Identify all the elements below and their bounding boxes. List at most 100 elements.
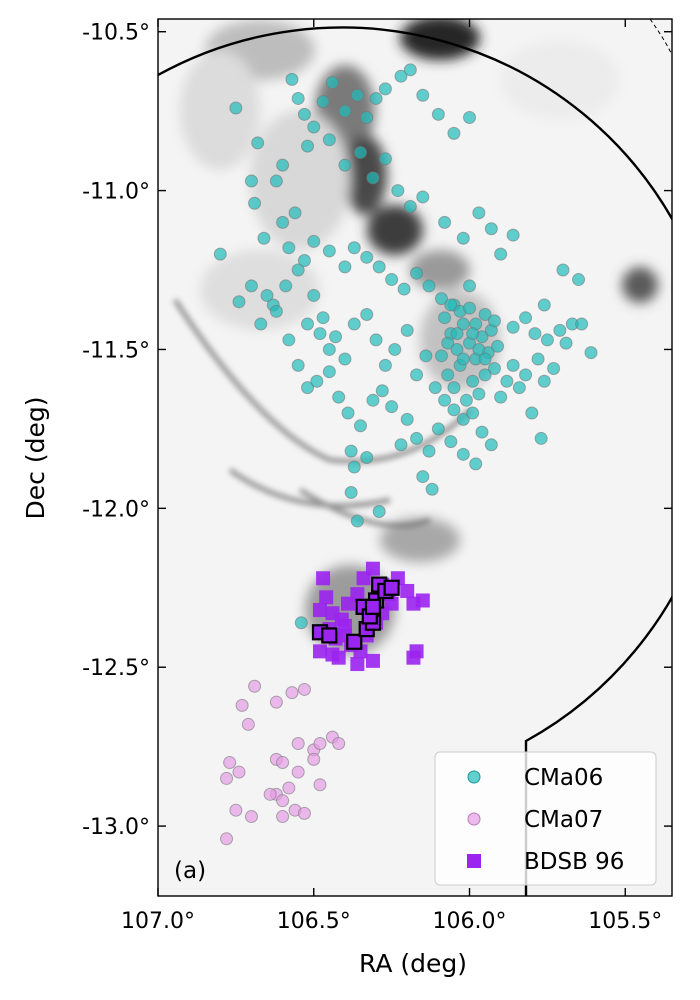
- data-point: [338, 260, 352, 274]
- data-point-outlined: [364, 598, 382, 615]
- data-point: [459, 393, 473, 407]
- data-point: [241, 717, 255, 731]
- data-point: [269, 695, 283, 709]
- legend-label-cma06: CMa06: [524, 765, 603, 791]
- data-point: [537, 374, 551, 388]
- data-point: [425, 482, 439, 496]
- data-point: [369, 333, 383, 347]
- data-point: [365, 653, 380, 668]
- data-point: [366, 171, 380, 185]
- data-point: [360, 250, 374, 264]
- data-point: [365, 561, 380, 576]
- x-tick-label: 106.0°: [433, 909, 507, 934]
- data-point: [269, 174, 283, 188]
- data-point: [450, 342, 464, 356]
- data-point: [232, 765, 246, 779]
- series-cma07: [220, 679, 346, 846]
- data-point: [403, 63, 417, 77]
- data-point: [235, 698, 249, 712]
- data-point: [472, 387, 486, 401]
- data-point: [313, 736, 327, 750]
- data-point: [322, 133, 336, 147]
- data-point: [385, 273, 399, 287]
- data-point: [229, 101, 243, 115]
- data-point: [410, 266, 424, 280]
- data-point: [291, 91, 305, 105]
- x-tick-label: 105.5°: [588, 909, 662, 934]
- y-tick-label: -12.5°: [82, 656, 150, 681]
- legend-label-cma07: CMa07: [524, 807, 603, 833]
- data-point: [416, 88, 430, 102]
- data-point: [344, 485, 358, 499]
- data-point: [444, 298, 458, 312]
- data-point: [341, 406, 355, 420]
- data-point: [466, 374, 480, 388]
- data-point: [422, 279, 436, 293]
- data-point: [431, 107, 445, 121]
- data-point: [378, 152, 392, 166]
- data-point: [313, 778, 327, 792]
- data-point-outlined: [383, 579, 400, 596]
- data-point: [378, 82, 392, 96]
- data-point: [319, 590, 334, 605]
- data-point: [301, 317, 315, 331]
- data-point: [378, 358, 392, 372]
- legend-marker-bdsb96: [467, 854, 481, 868]
- data-point: [385, 400, 399, 414]
- data-point: [441, 368, 455, 382]
- data-point: [575, 317, 589, 331]
- data-point: [279, 279, 293, 293]
- data-point: [347, 317, 361, 331]
- data-point: [375, 384, 389, 398]
- data-point: [438, 393, 452, 407]
- data-point: [347, 241, 361, 255]
- data-point: [394, 69, 408, 83]
- data-point: [487, 314, 501, 328]
- plot-frame: [157, 18, 673, 897]
- data-point: [248, 196, 262, 210]
- data-point: [484, 222, 498, 236]
- data-point: [254, 317, 268, 331]
- data-point: [312, 603, 327, 618]
- y-tick-label: -10.5°: [82, 21, 150, 46]
- data-point: [288, 206, 302, 220]
- data-point: [353, 145, 367, 159]
- data-point: [313, 327, 327, 341]
- data-point: [478, 368, 492, 382]
- data-point: [525, 406, 539, 420]
- data-point: [291, 358, 305, 372]
- data-point: [456, 447, 470, 461]
- data-point: [276, 794, 290, 808]
- data-point: [534, 431, 548, 445]
- data-point: [416, 190, 430, 204]
- data-point: [312, 644, 327, 659]
- data-point: [353, 419, 367, 433]
- data-point: [257, 231, 271, 245]
- data-point: [322, 244, 336, 258]
- data-point: [447, 126, 461, 140]
- data-point: [484, 438, 498, 452]
- data-point: [500, 374, 514, 388]
- ticks-layer: 107.0° 106.5° 106.0° 105.5° -10.5° -11.0° -11.…: [82, 19, 672, 934]
- data-point: [276, 810, 290, 824]
- data-point: [322, 342, 336, 356]
- data-point: [322, 365, 336, 379]
- data-point: [301, 381, 315, 395]
- data-point: [456, 352, 470, 366]
- data-point: [487, 362, 501, 376]
- y-axis-title: Dec (deg): [21, 397, 50, 520]
- data-point: [291, 263, 305, 277]
- data-point: [547, 362, 561, 376]
- data-point: [475, 425, 489, 439]
- data-point: [332, 390, 346, 404]
- data-point: [350, 514, 364, 528]
- data-point: [447, 403, 461, 417]
- data-point: [397, 282, 411, 296]
- data-point: [229, 803, 243, 817]
- data-point: [400, 583, 415, 598]
- data-point: [244, 279, 258, 293]
- data-point: [447, 381, 461, 395]
- data-point: [244, 810, 258, 824]
- data-point: [282, 781, 296, 795]
